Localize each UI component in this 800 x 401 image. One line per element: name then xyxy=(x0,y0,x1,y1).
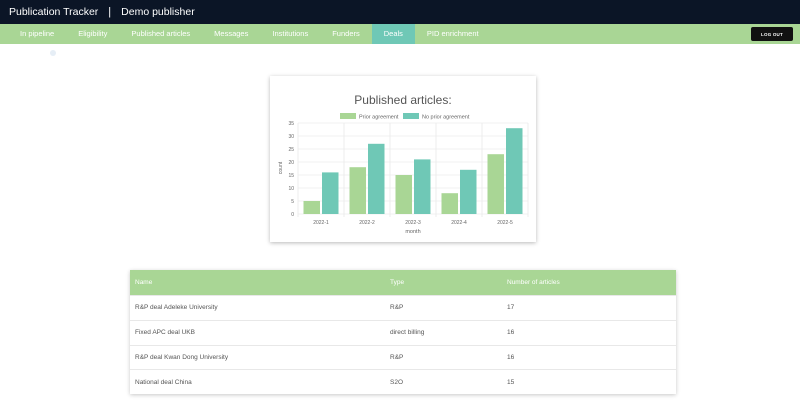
table-header: Name Type Number of articles xyxy=(130,270,676,295)
cell-count: 17 xyxy=(507,304,515,312)
legend-swatch-prior xyxy=(340,113,356,119)
published-articles-chart: Published articles: Prior agreement No p… xyxy=(278,93,529,235)
tab-in-pipeline[interactable]: In pipeline xyxy=(20,29,55,38)
logout-button[interactable]: LOG OUT xyxy=(751,27,793,41)
cell-type: direct billing xyxy=(390,329,425,337)
x-tick-label: 2022-3 xyxy=(405,220,421,226)
chart-title: Published articles: xyxy=(354,93,451,107)
y-axis-label: count xyxy=(278,161,284,174)
x-tick-label: 2022-2 xyxy=(359,220,375,226)
tab-institutions[interactable]: Institutions xyxy=(272,29,309,38)
y-tick-label: 0 xyxy=(291,212,294,218)
publisher-name: Demo publisher xyxy=(121,6,195,18)
table-row[interactable]: National deal China S2O 15 xyxy=(130,369,676,394)
nav-bar: In pipeline Eligibility Published articl… xyxy=(0,24,800,44)
cell-name: National deal China xyxy=(135,378,192,386)
table-row[interactable]: Fixed APC deal UKB direct billing 16 xyxy=(130,319,676,345)
cell-count: 15 xyxy=(507,378,515,386)
cell-name: R&P deal Kwan Dong University xyxy=(135,353,229,361)
y-tick-label: 25 xyxy=(288,147,294,153)
x-tick-label: 2022-5 xyxy=(497,220,513,226)
cell-type: R&P xyxy=(390,353,404,361)
bar-prior-agreement[interactable] xyxy=(441,193,459,214)
faded-circle-icon xyxy=(50,50,56,56)
column-header-count[interactable]: Number of articles xyxy=(507,279,560,286)
cell-type: S2O xyxy=(390,378,404,386)
x-tick-label: 2022-1 xyxy=(313,220,329,226)
column-header-name[interactable]: Name xyxy=(135,279,153,286)
tab-messages[interactable]: Messages xyxy=(214,29,249,38)
cell-name: Fixed APC deal UKB xyxy=(135,329,195,337)
tab-deals[interactable]: Deals xyxy=(371,24,415,44)
tab-eligibility[interactable]: Eligibility xyxy=(78,29,108,38)
cell-type: R&P xyxy=(390,304,404,312)
cell-count: 16 xyxy=(507,329,515,337)
title-separator: | xyxy=(108,6,112,18)
table-row[interactable]: R&P deal Kwan Dong University R&P 16 xyxy=(130,344,676,370)
bar-no-prior-agreement[interactable] xyxy=(460,169,477,214)
column-header-type[interactable]: Type xyxy=(390,279,405,286)
bar-no-prior-agreement[interactable] xyxy=(368,143,385,214)
chart-card: Published articles: Prior agreement No p… xyxy=(270,76,536,242)
y-tick-label: 5 xyxy=(291,199,294,205)
bar-no-prior-agreement[interactable] xyxy=(414,159,431,214)
legend-label-prior: Prior agreement xyxy=(359,115,399,121)
cell-name: R&P deal Adeleke University xyxy=(135,304,218,312)
y-tick-label: 10 xyxy=(288,186,294,192)
tab-pid-enrichment[interactable]: PID enrichment xyxy=(426,29,479,38)
table-row[interactable]: R&P deal Adeleke University R&P 17 xyxy=(130,295,676,320)
x-axis-label: month xyxy=(405,229,420,235)
tab-published-articles[interactable]: Published articles xyxy=(131,29,191,38)
bar-no-prior-agreement[interactable] xyxy=(322,172,339,214)
legend-swatch-no-prior xyxy=(403,113,419,119)
deals-table: Name Type Number of articles R&P deal Ad… xyxy=(130,270,676,394)
y-tick-label: 15 xyxy=(288,173,294,179)
bar-no-prior-agreement[interactable] xyxy=(506,128,523,214)
faded-breadcrumb xyxy=(50,50,56,56)
app-title: Publication Tracker xyxy=(9,6,99,18)
y-tick-label: 30 xyxy=(288,134,294,140)
top-bar: Publication Tracker | Demo publisher xyxy=(0,0,800,24)
cell-count: 16 xyxy=(507,353,515,361)
tab-funders[interactable]: Funders xyxy=(332,29,360,38)
y-tick-label: 35 xyxy=(288,121,294,127)
bar-prior-agreement[interactable] xyxy=(303,201,321,214)
bar-prior-agreement[interactable] xyxy=(487,154,505,214)
bar-prior-agreement[interactable] xyxy=(395,175,413,214)
bar-prior-agreement[interactable] xyxy=(349,167,367,214)
x-tick-label: 2022-4 xyxy=(451,220,467,226)
y-tick-label: 20 xyxy=(288,160,294,166)
legend-label-no-prior: No prior agreement xyxy=(422,115,470,121)
